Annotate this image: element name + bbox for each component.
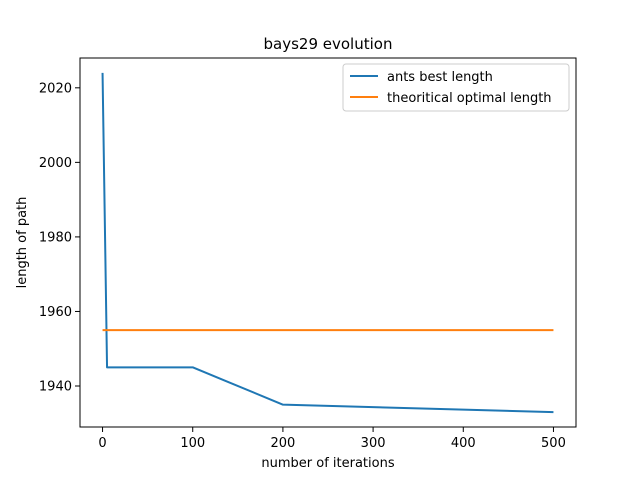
plot-frame (79, 57, 577, 428)
y-tick-label: 1960 (39, 305, 72, 320)
series-line-ants-best-length (101, 72, 554, 414)
y-axis-ticks: 1940 1960 1980 2000 2020 (39, 81, 80, 395)
legend-label-ants-best-length: ants best length (387, 70, 493, 85)
legend-box (342, 63, 570, 112)
chart-title: bays29 evolution (264, 35, 393, 53)
x-tick-label: 0 (98, 436, 106, 451)
plot-series (101, 72, 554, 414)
y-tick-label: 1980 (39, 230, 72, 245)
x-axis-label: number of iterations (261, 456, 394, 471)
y-tick-label: 2020 (39, 81, 72, 96)
x-tick-label: 100 (180, 436, 205, 451)
y-tick-label: 1940 (39, 380, 72, 395)
legend-label-theoritical-optimal-length: theoritical optimal length (387, 91, 552, 106)
x-tick-label: 500 (541, 436, 566, 451)
y-tick-label: 2000 (39, 156, 72, 171)
legend: ants best length theoritical optimal len… (342, 63, 570, 112)
x-tick-label: 400 (451, 436, 476, 451)
x-axis-ticks: 0 100 200 300 400 500 (98, 427, 566, 451)
y-axis-label: length of path (15, 197, 30, 289)
x-tick-label: 200 (270, 436, 295, 451)
x-tick-label: 300 (361, 436, 386, 451)
